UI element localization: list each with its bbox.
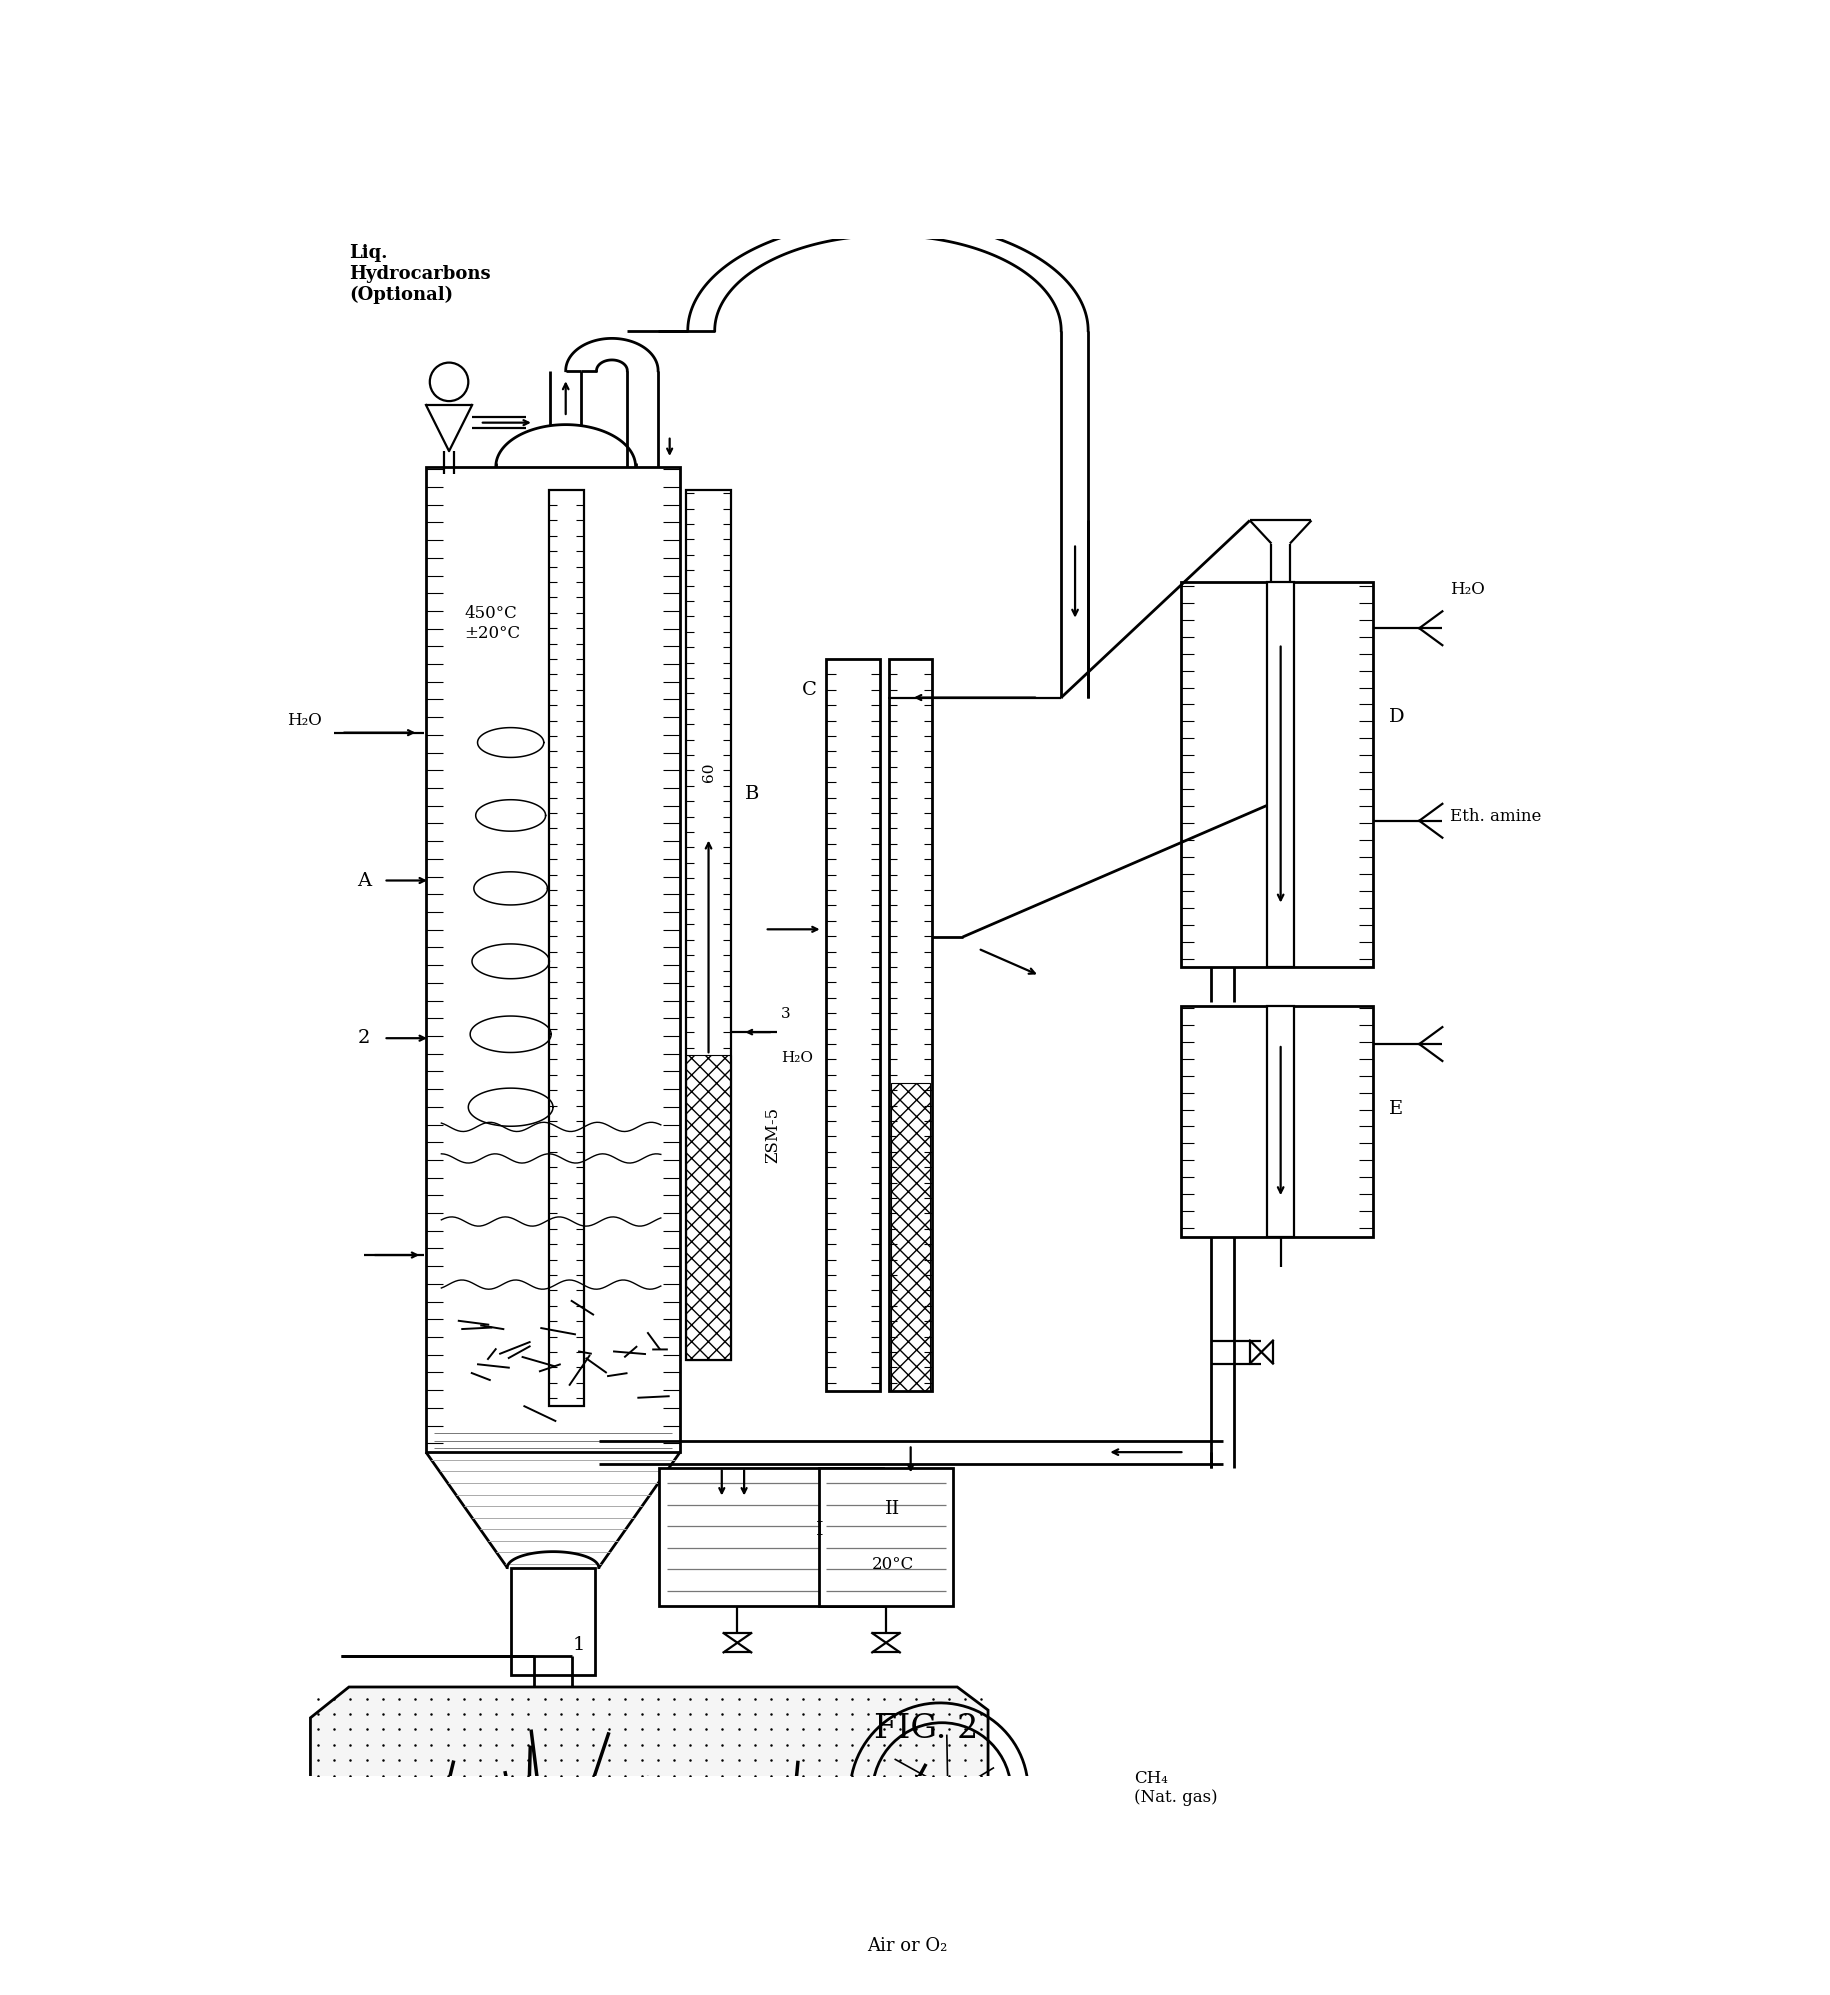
- Bar: [686, 489, 730, 1361]
- Text: CH₄
(Nat. gas): CH₄ (Nat. gas): [1135, 1770, 1217, 1807]
- Text: C: C: [802, 680, 816, 698]
- Text: A: A: [357, 872, 371, 890]
- Text: E: E: [1387, 1101, 1402, 1119]
- Bar: [891, 1083, 930, 1391]
- Text: Air or O₂: Air or O₂: [867, 1937, 946, 1955]
- Text: 60: 60: [701, 762, 716, 782]
- Bar: [686, 1055, 730, 1361]
- Bar: [889, 658, 931, 1391]
- Bar: [1266, 583, 1294, 968]
- Text: FIG. 2: FIG. 2: [875, 1714, 977, 1746]
- Text: ZSM-5: ZSM-5: [763, 1107, 781, 1163]
- Text: H₂O: H₂O: [1449, 581, 1484, 598]
- Bar: [825, 658, 880, 1391]
- Bar: [1266, 1005, 1294, 1237]
- Text: Eth. amine: Eth. amine: [1449, 808, 1541, 826]
- Text: I: I: [816, 1520, 824, 1538]
- Text: B: B: [745, 786, 759, 804]
- Bar: [511, 1568, 595, 1676]
- Polygon shape: [311, 1688, 988, 1857]
- Text: D: D: [1387, 708, 1404, 726]
- Text: Liq.
Hydrocarbons
(Optional): Liq. Hydrocarbons (Optional): [350, 243, 490, 303]
- Text: H₂O: H₂O: [287, 712, 322, 728]
- Text: 3: 3: [781, 1007, 791, 1021]
- Text: H₂O: H₂O: [781, 1051, 813, 1065]
- Bar: [659, 1468, 882, 1606]
- Bar: [549, 489, 584, 1406]
- Text: II: II: [884, 1500, 900, 1518]
- Text: 1: 1: [573, 1636, 584, 1654]
- Text: 20°C: 20°C: [871, 1556, 913, 1574]
- Text: 450°C
±20°C: 450°C ±20°C: [465, 604, 520, 642]
- Bar: [1180, 583, 1372, 968]
- Text: 2: 2: [359, 1029, 370, 1047]
- Bar: [818, 1468, 953, 1606]
- Bar: [1180, 1005, 1372, 1237]
- Bar: [426, 467, 679, 1452]
